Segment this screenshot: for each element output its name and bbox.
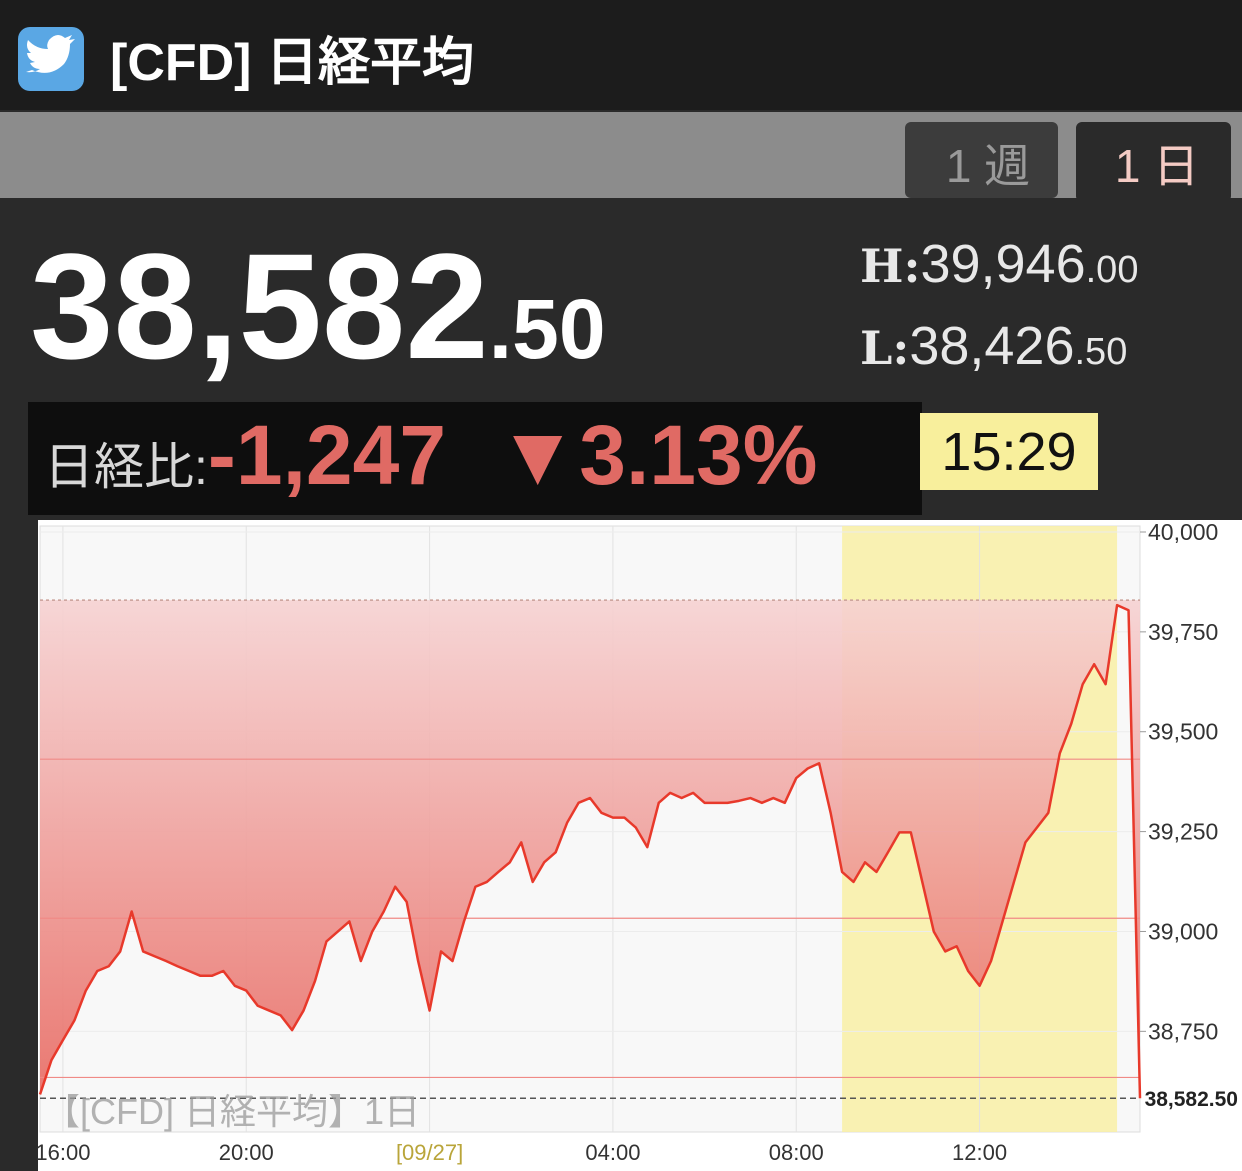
watermark: 【[CFD] 日経平均】1日 [44, 1091, 420, 1132]
page-title: [CFD] 日経平均 [110, 34, 474, 92]
twitter-bird [26, 34, 75, 73]
tab-label: 1 週 [946, 140, 1030, 192]
change-box [28, 402, 922, 515]
x-tick-label: 08:00 [769, 1140, 824, 1165]
change: 日経比:-1,247 ▼3.13% [44, 408, 817, 502]
y-tick-label: 39,500 [1148, 719, 1218, 745]
y-tick-label: 39,250 [1148, 819, 1218, 845]
y-tick-label: 39,000 [1148, 918, 1218, 944]
y-tick-label: 40,000 [1148, 519, 1218, 545]
time: 15:29 [941, 422, 1076, 482]
price-integer: 38,582 [30, 222, 489, 390]
change-label: 日経比: [44, 439, 208, 495]
price: 38,582.50 [30, 222, 606, 390]
price-decimal: .50 [489, 282, 606, 376]
title-bar [0, 0, 1242, 110]
tab-day[interactable] [1076, 122, 1231, 202]
price-line [38, 603, 1142, 1099]
x-tick-label: 12:00 [952, 1140, 1007, 1165]
last-price-label: 38,582.50 [1145, 1088, 1238, 1111]
high-decimal: .00 [1086, 249, 1139, 291]
time-box [920, 413, 1098, 490]
y-tick-label: 39,750 [1148, 619, 1218, 645]
change-percent: ▼3.13% [496, 408, 817, 502]
tab-label: 1 日 [1115, 140, 1199, 192]
high-integer: 39,946 [920, 234, 1085, 294]
plot: 16:00 20:00 [09/27] 04:00 08:00 12:00 38,750 39… [35, 519, 1238, 1165]
high-label: H: [860, 239, 920, 293]
tab-week[interactable] [905, 122, 1058, 198]
low: L:38,426.50 [860, 316, 1127, 376]
x-tick-label: [09/27] [396, 1140, 463, 1165]
low-decimal: .50 [1075, 331, 1128, 373]
area-fill [40, 600, 1140, 1099]
high: H:39,946.00 [860, 234, 1138, 294]
y-tick-label: 38,750 [1148, 1018, 1218, 1044]
x-tick-label: 20:00 [219, 1140, 274, 1165]
x-tick-label: 04:00 [585, 1140, 640, 1165]
change-value: -1,247 [208, 408, 446, 502]
x-tick-label: 16:00 [35, 1140, 90, 1165]
low-label: L: [860, 321, 909, 375]
low-integer: 38,426 [909, 316, 1074, 376]
